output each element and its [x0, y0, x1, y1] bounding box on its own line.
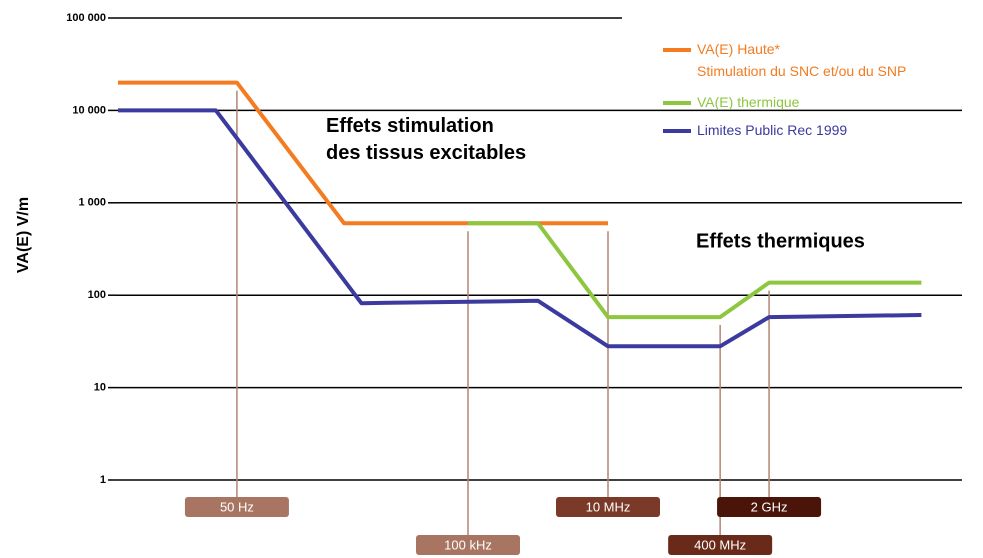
annotation: Effets thermiques	[696, 230, 865, 252]
frequency-label-box	[668, 535, 773, 555]
annotation: Effets stimulation des tissus excitables	[326, 115, 526, 164]
legend-label: VA(E) thermique	[697, 94, 800, 110]
legend-label: VA(E) Haute* Stimulation du SNC et/ou du …	[697, 41, 906, 79]
y-tick-label: 1	[100, 474, 106, 486]
series-line	[468, 221, 922, 320]
series-line	[118, 108, 922, 349]
frequency-label: 2 GHz	[751, 499, 788, 514]
frequency-label-box	[556, 497, 660, 517]
frequency-label: 100 kHz	[444, 537, 492, 552]
legend-label: Limites Public Rec 1999	[697, 122, 847, 138]
y-tick-label: 100 000	[66, 12, 106, 24]
y-tick-label: 100	[88, 289, 106, 301]
frequency-label-box	[184, 497, 289, 517]
frequency-label-box	[416, 535, 520, 555]
y-axis-label: VA(E) V/m	[15, 197, 32, 273]
frequency-label: 10 MHz	[586, 499, 631, 514]
frequency-label: 400 MHz	[694, 537, 746, 552]
frequency-label-box	[717, 497, 822, 517]
y-tick-label: 1 000	[78, 197, 106, 209]
y-tick-label: 10	[94, 382, 106, 394]
y-tick-label: 10 000	[72, 104, 106, 116]
frequency-label: 50 Hz	[220, 499, 254, 514]
